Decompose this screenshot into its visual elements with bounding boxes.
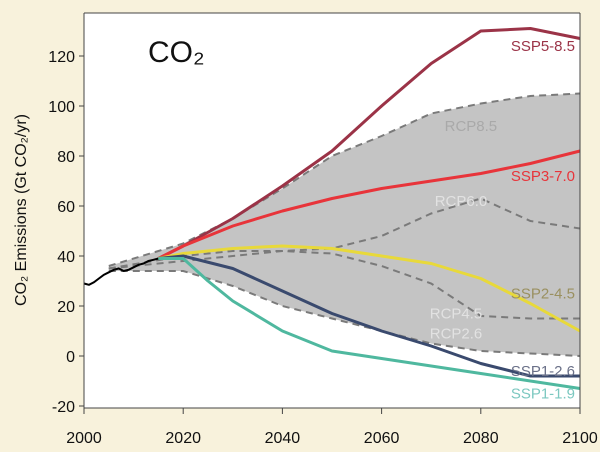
series-label-ssp126: SSP1-2.6 <box>511 363 575 380</box>
x-tick-label: 2060 <box>364 430 400 447</box>
series-line-ssp585 <box>157 27 581 260</box>
series-line-ssp370 <box>157 149 581 260</box>
x-tick-label: 2100 <box>562 430 598 447</box>
series-line-ssp119 <box>158 257 581 390</box>
y-tick-label: 100 <box>48 99 75 116</box>
y-tick-label: 80 <box>57 149 75 166</box>
series-line-rcp60 <box>108 197 581 270</box>
y-tick-label: 0 <box>66 349 75 366</box>
series-line-rcp26 <box>108 270 581 357</box>
series-label-ssp585: SSP5-8.5 <box>511 38 575 55</box>
series-label-rcp60: RCP6.0 <box>435 193 488 210</box>
historical-line <box>83 257 159 286</box>
rcp-range-shading <box>108 93 581 356</box>
y-tick-label: 120 <box>48 49 75 66</box>
series-label-rcp45: RCP4.5 <box>430 306 483 323</box>
series-label-ssp119: SSP1-1.9 <box>511 386 575 403</box>
series-label-rcp85: RCP8.5 <box>445 118 498 135</box>
series-line-ssp245 <box>158 244 581 333</box>
chart-title: CO₂ <box>148 36 205 69</box>
x-tick-label: 2000 <box>66 430 102 447</box>
x-tick-label: 2020 <box>165 430 201 447</box>
y-axis-label: CO₂ Emissions (Gt CO₂/yr) <box>13 114 30 306</box>
series-label-ssp370: SSP3-7.0 <box>511 168 575 185</box>
y-tick-label: 60 <box>57 199 75 216</box>
series-label-rcp26: RCP2.6 <box>430 326 483 343</box>
x-tick-label: 2080 <box>463 430 499 447</box>
x-tick-label: 2040 <box>265 430 301 447</box>
series-line-rcp45 <box>108 250 580 320</box>
series-label-ssp245: SSP2-4.5 <box>511 286 575 303</box>
y-tick-label: 40 <box>57 249 75 266</box>
y-tick-label: -20 <box>52 399 75 416</box>
y-tick-label: 20 <box>57 299 75 316</box>
series-line-ssp126 <box>158 254 580 378</box>
series-line-rcp85 <box>108 92 581 267</box>
